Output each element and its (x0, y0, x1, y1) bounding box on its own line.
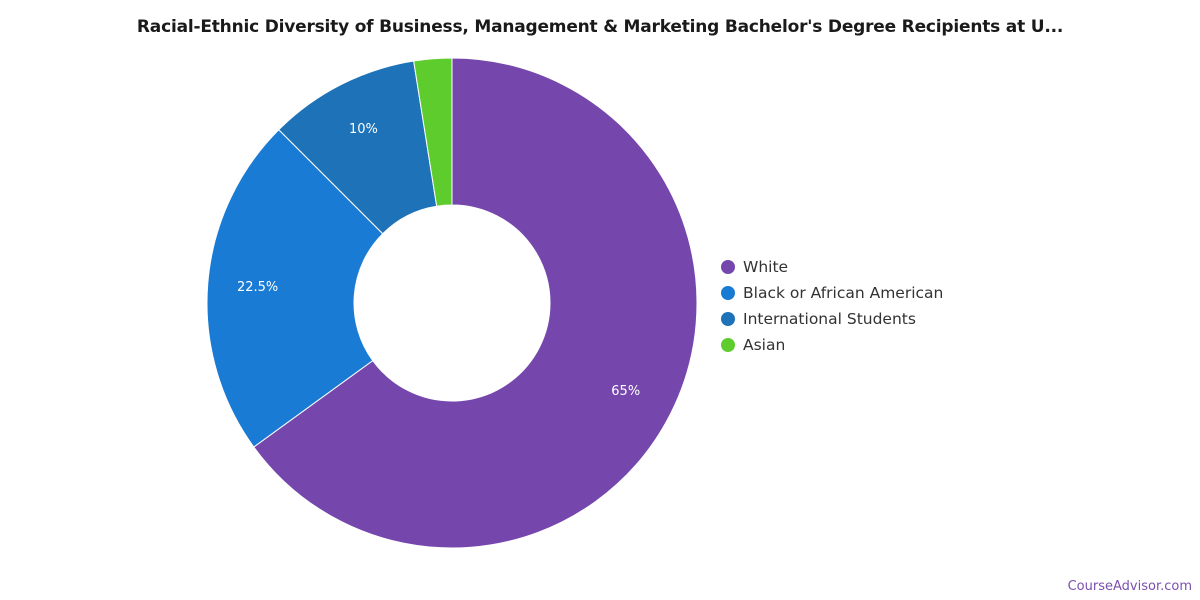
legend-item-black-or-african-american[interactable]: Black or African American (721, 280, 943, 306)
legend-swatch (721, 260, 735, 274)
legend-label: White (743, 258, 789, 276)
legend-swatch (721, 312, 735, 326)
donut-slice-black-or-african-american[interactable] (206, 129, 384, 448)
legend-item-white[interactable]: White (721, 254, 943, 280)
legend-swatch (721, 286, 735, 300)
legend-label: International Students (743, 310, 916, 328)
chart-legend: White Black or African American Internat… (721, 254, 943, 358)
legend-item-international-students[interactable]: International Students (721, 306, 943, 332)
donut-slice-asian[interactable] (413, 57, 453, 207)
slice-data-label: 10% (349, 122, 378, 137)
slice-data-label: 22.5% (237, 280, 278, 295)
chart-title: Racial-Ethnic Diversity of Business, Man… (136, 17, 1064, 37)
donut-slice-white[interactable] (253, 57, 698, 549)
slice-data-label: 65% (611, 384, 640, 399)
legend-label: Black or African American (743, 284, 944, 302)
watermark-link[interactable]: CourseAdvisor.com (1067, 579, 1192, 594)
legend-swatch (721, 338, 735, 352)
legend-label: Asian (743, 336, 786, 354)
legend-item-asian[interactable]: Asian (721, 332, 943, 358)
